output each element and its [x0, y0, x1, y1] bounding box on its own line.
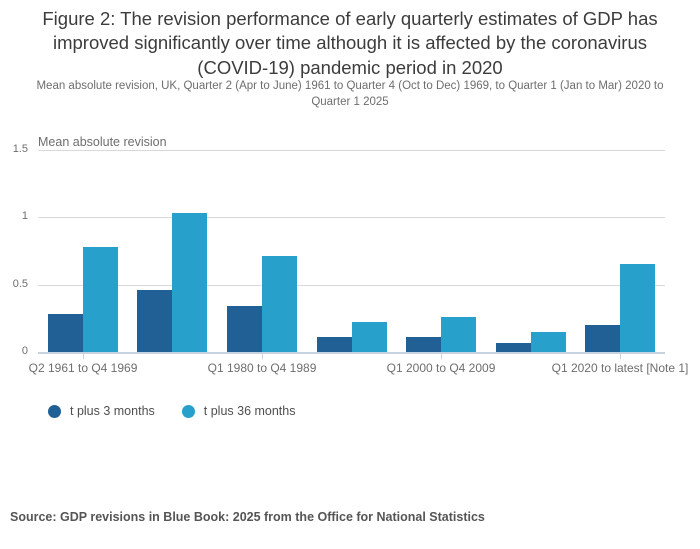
- y-axis-title: Mean absolute revision: [38, 135, 167, 149]
- figure-subtitle: Mean absolute revision, UK, Quarter 2 (A…: [36, 80, 664, 108]
- y-tick-label: 1.5: [12, 143, 28, 155]
- bar-t-plus-36-months-3[interactable]: [352, 322, 387, 352]
- figure-title: Figure 2: The revision performance of ea…: [42, 8, 658, 78]
- bar-t-plus-3-months-1[interactable]: [137, 290, 172, 352]
- x-axis-line: [38, 352, 665, 354]
- y-tick-label: 1: [21, 210, 28, 222]
- chart-plot-area: Mean absolute revision 0 0.5 1 1.5 Q2 1961 …: [0, 135, 700, 385]
- bar-t-plus-36-months-5[interactable]: [531, 332, 566, 352]
- legend-swatch-circle-icon: [181, 404, 195, 418]
- y-tick-label: 0.5: [12, 278, 28, 290]
- y-gridline: [38, 285, 665, 286]
- bar-t-plus-36-months-4[interactable]: [441, 317, 476, 352]
- y-tick-label: 0: [21, 345, 28, 357]
- x-axis-tick: [83, 354, 84, 359]
- x-axis-tick: [441, 354, 442, 359]
- legend-label: t plus 3 months: [70, 404, 155, 418]
- x-axis-label: Q1 2000 to Q4 2009: [386, 361, 496, 375]
- bar-t-plus-3-months-4[interactable]: [406, 337, 441, 352]
- x-axis-label: Q2 1961 to Q4 1969: [28, 361, 138, 375]
- bar-t-plus-3-months-2[interactable]: [227, 306, 262, 352]
- x-axis-label: Q1 2020 to latest [Note 1]: [551, 361, 689, 375]
- legend-item-t-plus-36-months[interactable]: t plus 36 months: [181, 404, 296, 418]
- legend-item-t-plus-3-months[interactable]: t plus 3 months: [48, 404, 155, 418]
- bar-t-plus-36-months-2[interactable]: [262, 256, 297, 352]
- legend-label: t plus 36 months: [203, 404, 296, 418]
- x-axis-tick: [620, 354, 621, 359]
- y-gridline: [38, 150, 665, 151]
- bar-t-plus-36-months-6[interactable]: [620, 264, 655, 352]
- y-gridline: [38, 217, 665, 218]
- bar-t-plus-3-months-6[interactable]: [585, 325, 620, 352]
- source-text: Source: GDP revisions in Blue Book: 2025…: [10, 510, 485, 524]
- x-axis-tick: [262, 354, 263, 359]
- legend-swatch-circle-icon: [48, 404, 61, 418]
- bar-t-plus-3-months-3[interactable]: [317, 337, 352, 352]
- bar-t-plus-36-months-0[interactable]: [83, 247, 118, 352]
- bar-t-plus-36-months-1[interactable]: [172, 213, 207, 352]
- x-axis-label: Q1 1980 to Q4 1989: [207, 361, 317, 375]
- bar-t-plus-3-months-5[interactable]: [496, 343, 531, 352]
- chart-legend: t plus 3 months t plus 36 months: [48, 404, 322, 418]
- bar-t-plus-3-months-0[interactable]: [48, 314, 83, 352]
